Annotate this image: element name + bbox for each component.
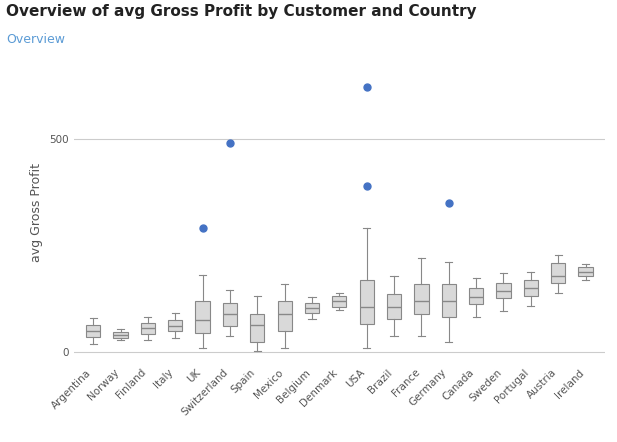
PathPatch shape <box>305 303 319 313</box>
PathPatch shape <box>223 303 237 326</box>
PathPatch shape <box>387 294 401 319</box>
PathPatch shape <box>496 283 511 298</box>
PathPatch shape <box>469 288 483 304</box>
Y-axis label: avg Gross Profit: avg Gross Profit <box>30 163 43 262</box>
PathPatch shape <box>168 320 183 332</box>
PathPatch shape <box>442 284 456 317</box>
PathPatch shape <box>196 301 210 332</box>
PathPatch shape <box>414 284 429 314</box>
PathPatch shape <box>141 323 155 334</box>
PathPatch shape <box>114 332 128 338</box>
Text: Overview: Overview <box>6 33 65 46</box>
PathPatch shape <box>360 280 374 324</box>
PathPatch shape <box>551 263 565 283</box>
PathPatch shape <box>278 301 292 332</box>
PathPatch shape <box>250 314 265 343</box>
PathPatch shape <box>524 280 538 296</box>
Text: Overview of avg Gross Profit by Customer and Country: Overview of avg Gross Profit by Customer… <box>6 4 477 19</box>
PathPatch shape <box>86 325 101 337</box>
PathPatch shape <box>332 296 347 307</box>
PathPatch shape <box>578 267 592 276</box>
